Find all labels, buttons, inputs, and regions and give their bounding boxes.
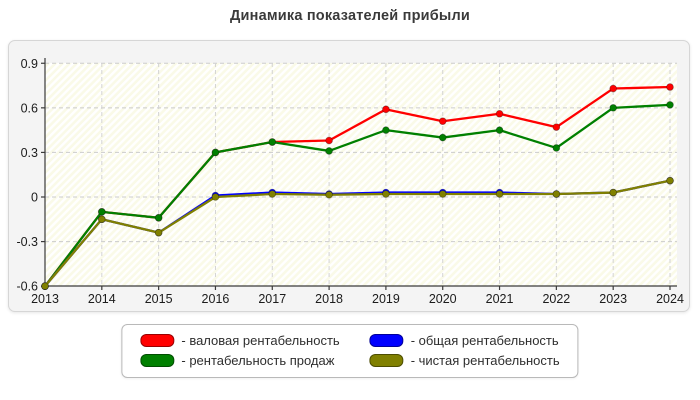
plot-area bbox=[45, 63, 677, 286]
data-point-gross-margin bbox=[495, 109, 504, 118]
x-tick-label: 2021 bbox=[486, 292, 514, 306]
data-point-net-margin bbox=[495, 190, 504, 198]
y-tick-label: -0.6 bbox=[16, 280, 38, 294]
legend-label: - рентабельность продаж bbox=[181, 353, 335, 368]
data-point-sales-margin bbox=[382, 126, 390, 134]
data-point-sales-margin bbox=[325, 147, 333, 155]
legend-item-net-margin: - чистая рентабельность bbox=[369, 353, 560, 368]
series-line-sales-margin bbox=[44, 103, 671, 287]
legend-label: - чистая рентабельность bbox=[410, 353, 560, 368]
data-point-gross-margin bbox=[666, 83, 674, 91]
x-tick-label: 2020 bbox=[429, 292, 457, 306]
data-point-sales-margin bbox=[98, 208, 106, 216]
y-tick-label: 0.6 bbox=[21, 101, 38, 115]
legend-item-sales-margin: - рентабельность продаж bbox=[140, 353, 339, 368]
page-title: Динамика показателей прибыли bbox=[229, 8, 471, 24]
data-point-sales-margin bbox=[154, 214, 163, 222]
legend-label: - общая рентабельность bbox=[410, 333, 559, 348]
data-point-sales-margin bbox=[495, 126, 504, 134]
x-tick-label: 2018 bbox=[315, 292, 343, 306]
data-point-net-margin bbox=[154, 228, 163, 237]
x-tick-label: 2017 bbox=[258, 292, 286, 306]
legend-swatch-green bbox=[140, 354, 175, 367]
chart-legend: - валовая рентабельность - общая рентабе… bbox=[121, 324, 579, 378]
data-point-net-margin bbox=[382, 190, 390, 198]
x-tick-label: 2019 bbox=[372, 292, 400, 306]
series-line-net-margin bbox=[44, 179, 671, 287]
x-tick-label: 2022 bbox=[542, 292, 570, 306]
data-point-gross-margin bbox=[609, 84, 617, 93]
legend-swatch-red bbox=[140, 334, 175, 347]
x-tick-label: 2013 bbox=[31, 292, 59, 306]
legend-label: - валовая рентабельность bbox=[181, 333, 340, 348]
data-point-gross-margin bbox=[552, 123, 561, 131]
data-point-net-margin bbox=[325, 190, 333, 199]
data-point-net-margin bbox=[552, 190, 561, 198]
data-point-net-margin bbox=[211, 193, 220, 201]
data-point-net-margin bbox=[438, 190, 447, 198]
chart-card: 0.9 0.6 0.3 0 -0.3 -0.6 2013 2014 2015 2016 2017 20… bbox=[8, 40, 690, 312]
y-tick-label: 0 bbox=[31, 191, 38, 205]
data-point-sales-margin bbox=[211, 148, 220, 157]
y-tick-label: 0.9 bbox=[21, 57, 38, 71]
data-point-net-margin bbox=[98, 215, 106, 224]
data-point-net-margin bbox=[268, 190, 277, 198]
y-tick-label: 0.3 bbox=[21, 146, 38, 160]
x-tick-label: 2016 bbox=[202, 292, 230, 306]
data-point-sales-margin bbox=[552, 144, 561, 152]
data-point-gross-margin bbox=[325, 136, 333, 145]
data-point-sales-margin bbox=[609, 104, 617, 112]
legend-item-gross-margin: - валовая рентабельность bbox=[140, 333, 340, 348]
x-tick-label: 2024 bbox=[656, 292, 684, 306]
data-point-sales-margin bbox=[268, 138, 277, 146]
x-tick-label: 2014 bbox=[88, 292, 116, 306]
legend-item-total-margin: - общая рентабельность bbox=[369, 333, 560, 348]
data-point-gross-margin bbox=[438, 117, 447, 126]
x-tick-label: 2015 bbox=[145, 292, 173, 306]
legend-swatch-blue bbox=[369, 334, 404, 347]
data-point-sales-margin bbox=[438, 133, 447, 142]
data-point-net-margin bbox=[666, 176, 674, 185]
x-tick-label: 2023 bbox=[599, 292, 627, 306]
legend-swatch-olive bbox=[369, 354, 404, 367]
data-point-gross-margin bbox=[382, 105, 390, 114]
data-point-sales-margin bbox=[666, 101, 674, 109]
data-point-net-margin bbox=[609, 188, 617, 197]
y-tick-label: -0.3 bbox=[16, 235, 38, 249]
data-point-net-margin bbox=[41, 282, 49, 290]
